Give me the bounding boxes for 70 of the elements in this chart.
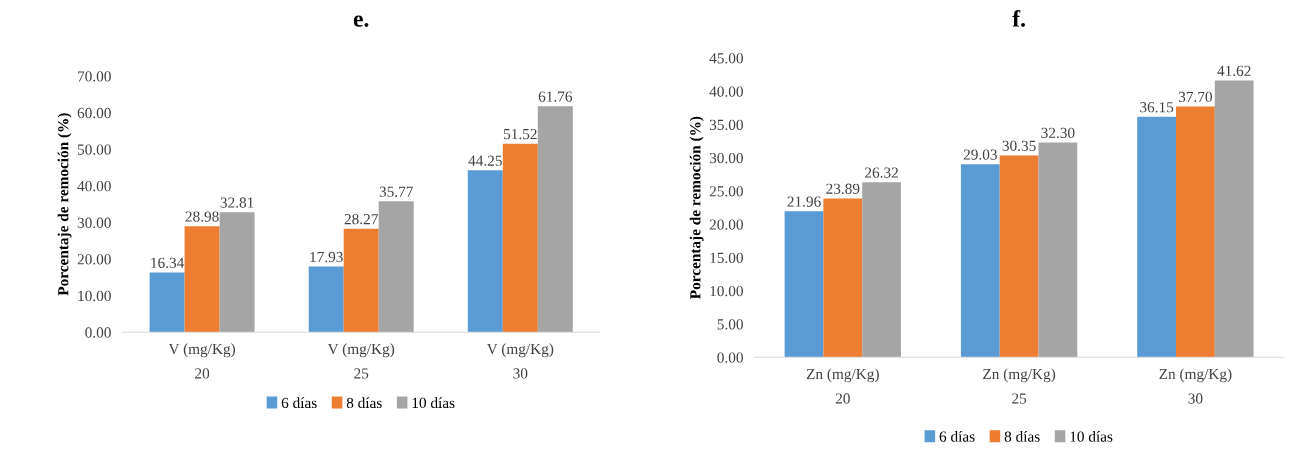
bar xyxy=(784,211,824,358)
data-label: 61.76 xyxy=(538,91,573,102)
legend-label: 8 días xyxy=(1004,430,1040,442)
y-axis-title: Porcentaje de remoción (%) xyxy=(57,113,72,296)
y-tick-label: 0.00 xyxy=(85,327,111,338)
data-label: 32.30 xyxy=(1041,127,1075,139)
x-tick-label: V (mg/Kg) 30 xyxy=(486,343,554,379)
chart-title: e. xyxy=(353,15,369,27)
y-tick-label: 5.00 xyxy=(717,319,743,330)
bar xyxy=(343,228,379,333)
y-tick-label: 40.00 xyxy=(709,86,743,97)
bar xyxy=(378,201,414,333)
bar xyxy=(999,155,1039,358)
bar xyxy=(1214,80,1254,358)
legend-label: 10 días xyxy=(412,397,455,409)
y-tick-label: 25.00 xyxy=(709,186,743,197)
y-axis-title: Porcentaje de remoción (%) xyxy=(689,116,704,299)
data-label: 30.35 xyxy=(1002,140,1036,152)
y-tick-label: 50.00 xyxy=(77,144,111,155)
x-tick-label: V (mg/Kg) 25 xyxy=(327,343,395,379)
bar xyxy=(862,182,901,358)
data-label: 44.25 xyxy=(468,155,502,166)
y-tick-label: 10.00 xyxy=(78,290,111,302)
y-tick-label: 0.00 xyxy=(717,352,743,363)
data-label: 28.98 xyxy=(185,211,219,222)
y-tick-label: 20.00 xyxy=(77,254,111,265)
data-label: 28.27 xyxy=(344,213,378,225)
legend-label: 6 días xyxy=(281,397,317,409)
bar xyxy=(184,226,220,333)
bar xyxy=(308,266,344,333)
data-label: 26.32 xyxy=(865,167,898,178)
data-label: 23.89 xyxy=(826,183,860,194)
bar xyxy=(1176,106,1215,358)
y-tick-label: 35.00 xyxy=(709,119,743,131)
bar xyxy=(149,272,185,333)
chart-title: f. xyxy=(1012,9,1025,27)
x-tick-label: V (mg/Kg) 20 xyxy=(168,343,236,379)
data-label: 16.34 xyxy=(151,257,185,269)
bar xyxy=(219,212,255,333)
data-label: 32.81 xyxy=(220,197,254,208)
data-label: 21.96 xyxy=(787,196,821,207)
y-tick-label: 30.00 xyxy=(77,217,111,228)
y-tick-label: 40.00 xyxy=(77,181,111,192)
y-tick-label: 15.00 xyxy=(710,252,743,264)
data-label: 37.70 xyxy=(1178,91,1213,103)
bar xyxy=(1038,142,1078,358)
y-tick-label: 45.00 xyxy=(709,53,743,64)
data-label: 29.03 xyxy=(963,149,997,160)
y-tick-label: 60.00 xyxy=(77,107,111,119)
bar xyxy=(1137,116,1177,358)
data-label: 35.77 xyxy=(379,186,413,197)
bar xyxy=(467,170,503,333)
bar xyxy=(960,164,1000,358)
y-tick-label: 30.00 xyxy=(709,152,743,164)
y-tick-label: 70.00 xyxy=(78,71,111,82)
bar xyxy=(537,106,573,333)
legend-label: 10 días xyxy=(1070,430,1113,442)
x-tick-label: Zn (mg/Kg) 20 xyxy=(806,368,879,404)
y-tick-label: 20.00 xyxy=(709,219,743,230)
legend-label: 8 días xyxy=(346,397,382,409)
y-tick-label: 10.00 xyxy=(710,285,743,297)
legend-label: 6 días xyxy=(939,430,975,442)
data-label: 41.62 xyxy=(1217,65,1251,77)
data-label: 51.52 xyxy=(504,128,537,140)
data-label: 36.15 xyxy=(1140,102,1174,113)
bar xyxy=(502,143,538,333)
bar xyxy=(823,198,863,358)
x-tick-label: Zn (mg/Kg) 25 xyxy=(983,368,1056,404)
data-label: 17.93 xyxy=(310,251,343,263)
x-tick-label: Zn (mg/Kg) 30 xyxy=(1159,368,1232,404)
